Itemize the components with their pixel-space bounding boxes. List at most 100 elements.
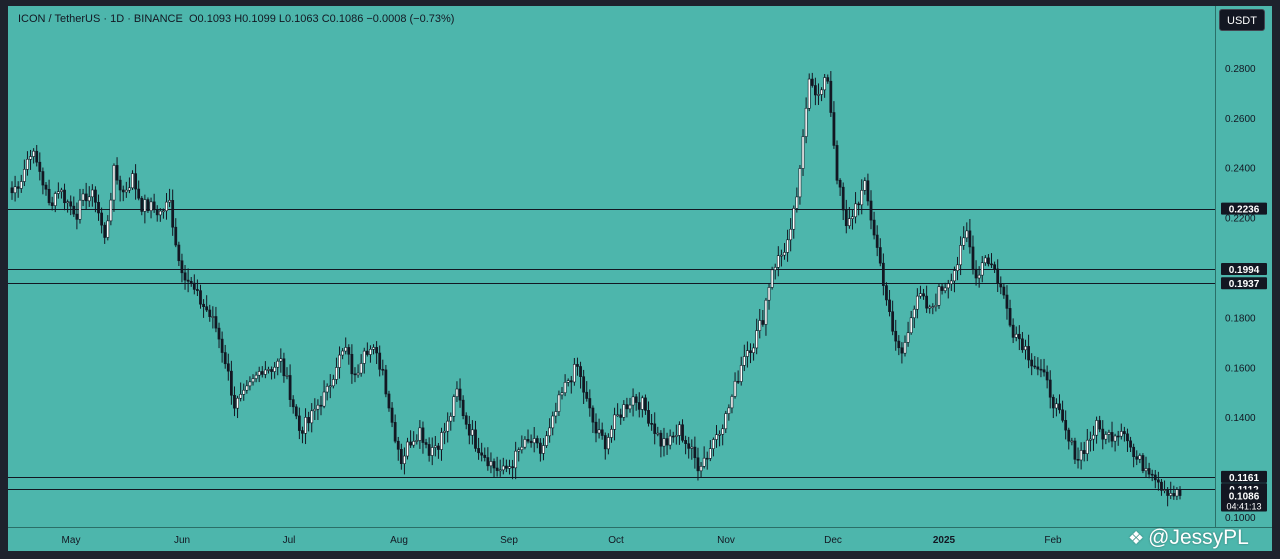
- candle-body: [362, 350, 366, 364]
- candle-body: [325, 386, 329, 393]
- candle-body: [1104, 434, 1108, 440]
- candle-body: [489, 461, 493, 467]
- candle-body: [165, 201, 168, 212]
- candle-body: [29, 156, 32, 160]
- candle-body: [684, 440, 687, 444]
- candle-body: [863, 180, 867, 191]
- candle-body: [810, 78, 814, 86]
- candle-body: [294, 406, 298, 417]
- candle-body: [66, 201, 70, 204]
- candle-body: [767, 287, 771, 301]
- candle-body: [894, 330, 898, 342]
- candle-body: [903, 342, 907, 354]
- candle-body: [440, 432, 443, 450]
- candle-body: [656, 432, 660, 435]
- candle-body: [690, 446, 694, 449]
- candle-body: [282, 358, 286, 377]
- candle-body: [872, 219, 876, 236]
- candle-body: [477, 448, 480, 454]
- candle-body: [786, 239, 789, 253]
- candle-body: [174, 226, 178, 246]
- candle-body: [239, 394, 243, 399]
- candle-body: [761, 320, 765, 325]
- candle-body: [968, 230, 972, 248]
- time-tick-label: Oct: [608, 535, 624, 546]
- candle-body: [665, 438, 669, 446]
- candle-body: [38, 161, 42, 172]
- candle-body: [430, 447, 434, 456]
- close-value: C0.1086: [321, 13, 364, 25]
- currency-button[interactable]: USDT: [1219, 9, 1265, 31]
- candle-body: [557, 394, 561, 412]
- candle-body: [1113, 435, 1117, 442]
- price-tick-label: 0.1000: [1225, 513, 1256, 524]
- candle-body: [915, 295, 919, 310]
- price-tick-label: 0.1600: [1225, 363, 1256, 374]
- candle-body: [1116, 435, 1120, 438]
- candle-body: [1033, 365, 1037, 368]
- candle-body: [983, 257, 987, 264]
- candle-body: [158, 210, 162, 216]
- candle-body: [1169, 493, 1173, 496]
- candle-body: [183, 272, 187, 281]
- candle-body: [78, 199, 82, 220]
- candle-body: [1178, 489, 1182, 496]
- candle-body: [1144, 468, 1148, 472]
- candle-body: [396, 440, 400, 450]
- candle-body: [795, 196, 799, 209]
- time-tick-label: May: [62, 535, 81, 546]
- time-axis[interactable]: [8, 527, 1272, 551]
- price-tick-label: 0.2800: [1225, 64, 1256, 75]
- candle-body: [41, 171, 45, 186]
- candle-body: [53, 193, 57, 206]
- candle-body: [755, 330, 759, 349]
- candle-body: [1163, 489, 1166, 491]
- candle-body: [943, 287, 947, 291]
- candle-body: [829, 80, 833, 113]
- candle-body: [993, 264, 996, 270]
- candle-body: [1017, 333, 1021, 340]
- candle-body: [137, 188, 141, 199]
- candle-body: [956, 264, 959, 271]
- candle-body: [69, 201, 73, 207]
- candle-body: [554, 411, 558, 417]
- candle-body: [1092, 434, 1095, 440]
- price-tick-label: 0.2600: [1225, 114, 1256, 125]
- current-price-label-countdown: 04:41:13: [1226, 502, 1261, 512]
- candle-body: [980, 262, 984, 276]
- candle-body: [798, 168, 802, 198]
- candle-body: [103, 224, 107, 238]
- candle-body: [801, 136, 805, 169]
- candle-body: [1110, 432, 1114, 442]
- candle-body: [418, 427, 422, 441]
- candle-body: [560, 392, 564, 396]
- candle-body: [696, 457, 700, 472]
- candle-body: [891, 311, 895, 332]
- candle-body: [885, 285, 888, 301]
- candle-body: [1079, 450, 1083, 461]
- candle-body: [619, 414, 623, 418]
- candle-body: [196, 289, 199, 291]
- candle-body: [866, 180, 870, 202]
- candle-body: [542, 445, 545, 454]
- candle-body: [220, 338, 224, 353]
- candle-body: [260, 371, 264, 375]
- candle-body: [576, 364, 579, 367]
- candle-body: [63, 189, 66, 204]
- candle-body: [869, 200, 873, 221]
- current-price-label-bg: [1221, 489, 1267, 512]
- candle-body: [749, 350, 752, 353]
- candle-body: [647, 410, 650, 424]
- candle-body: [1101, 428, 1105, 440]
- candle-body: [526, 439, 530, 442]
- candle-body: [990, 263, 993, 266]
- candle-body: [412, 441, 416, 446]
- symbol-label[interactable]: ICON / TetherUS · 1D · BINANCE: [18, 13, 183, 25]
- candle-body: [634, 396, 638, 403]
- candle-body: [1135, 456, 1139, 460]
- candle-body: [109, 199, 113, 222]
- candle-body: [1166, 489, 1170, 496]
- candle-body: [1042, 369, 1046, 373]
- candle-body: [452, 396, 456, 417]
